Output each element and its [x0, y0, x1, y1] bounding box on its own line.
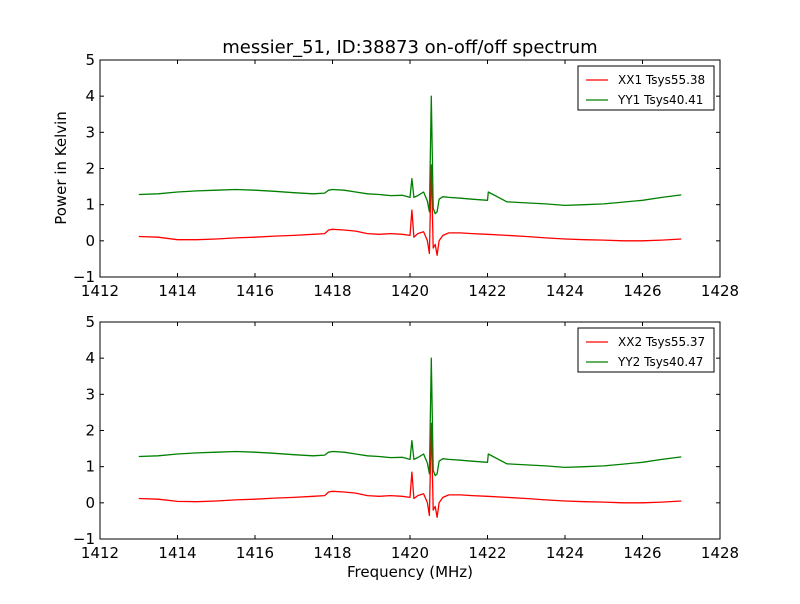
y-tick-label: 1	[85, 458, 95, 476]
x-tick-label: 1418	[313, 544, 351, 562]
x-tick-label: 1426	[623, 544, 661, 562]
y-tick-label: 2	[85, 160, 95, 178]
x-tick-label: 1416	[236, 282, 274, 300]
x-tick-label: 1428	[701, 282, 739, 300]
x-tick-label: 1424	[546, 544, 584, 562]
legend-label: YY2 Tsys40.47	[617, 355, 703, 369]
series-line-1	[138, 164, 682, 256]
legend-label: YY1 Tsys40.41	[617, 93, 703, 107]
series-line-2	[138, 95, 682, 215]
x-tick-label: 1426	[623, 282, 661, 300]
x-tick-label: 1414	[158, 282, 196, 300]
subplot-1: 1412 1414 1416 1418 1420 1422 1424 1426 1428 −1 0 1…	[73, 51, 739, 300]
x-axis-label: Frequency (MHz)	[347, 563, 473, 581]
legend-label: XX1 Tsys55.38	[618, 73, 705, 87]
x-tick-label: 1412	[81, 544, 119, 562]
subplot-2: 1412 1414 1416 1418 1420 1422 1424 1426 1428 −1 0 1…	[73, 313, 739, 562]
y-tick-label: 3	[85, 123, 95, 141]
x-tick-label: 1424	[546, 282, 584, 300]
chart-title: messier_51, ID:38873 on-off/off spectrum	[222, 37, 597, 58]
y-tick-label: 4	[85, 349, 95, 367]
y-tick-label: 5	[85, 51, 95, 69]
x-tick-label: 1412	[81, 282, 119, 300]
chart-panels: 1412 1414 1416 1418 1420 1422 1424 1426 1428−101…	[73, 51, 739, 562]
y-tick-label: 2	[85, 422, 95, 440]
x-tick-label: 1422	[468, 282, 506, 300]
legend-label: XX2 Tsys55.37	[618, 335, 705, 349]
y-tick-label: 3	[85, 385, 95, 403]
legend-box	[577, 327, 715, 373]
x-tick-label: 1420	[391, 544, 429, 562]
x-tick-label: 1416	[236, 544, 274, 562]
x-tick-label: 1428	[701, 544, 739, 562]
legend-box	[577, 65, 715, 111]
y-tick-label: 0	[85, 232, 95, 250]
x-tick-label: 1414	[158, 544, 196, 562]
x-tick-label: 1420	[391, 282, 429, 300]
x-tick-label: 1418	[313, 282, 351, 300]
series-line-1	[138, 422, 682, 518]
y-tick-label: 1	[85, 196, 95, 214]
y-tick-label: −1	[73, 268, 95, 286]
y-tick-label: 0	[85, 494, 95, 512]
y-tick-label: 5	[85, 313, 95, 331]
y-tick-label: 4	[85, 87, 95, 105]
y-tick-label: −1	[73, 530, 95, 548]
y-axis-label: Power in Kelvin	[52, 111, 70, 225]
x-tick-label: 1422	[468, 544, 506, 562]
series-line-2	[138, 357, 682, 477]
